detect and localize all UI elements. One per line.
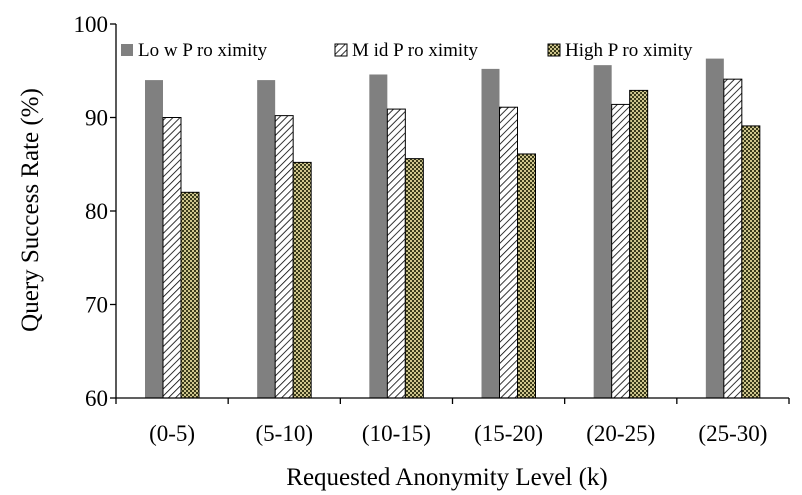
bar-low-4 [481,68,500,398]
bar-mid-3 [386,108,406,399]
bar-mid-6 [723,78,743,399]
bar-mid-5 [611,103,631,399]
y-tick-label: 100 [74,12,109,37]
y-axis-title: Query Success Rate (%) [17,88,44,332]
bars-layer [145,58,761,399]
bar-low-1 [145,80,163,398]
x-tick-label: (0-5) [149,421,195,446]
x-tick-label: (5-10) [256,421,313,446]
y-tick-label: 90 [85,106,108,131]
bar-low-5 [593,65,612,398]
x-tick-label: (20-25) [586,421,655,446]
y-tick-label: 80 [85,199,108,224]
x-tick-label: (25-30) [698,421,767,446]
bar-high-4 [517,153,536,399]
bar-mid-2 [274,115,294,399]
ticks-layer: 60 70 80 90 100 (0-5) (5-10) (10-15) (15-20) (20-… [74,12,790,446]
legend: Lo w P ro ximity M id P ro ximity High P r… [121,40,693,61]
bar-high-2 [292,161,312,399]
bar-low-3 [369,74,388,399]
legend-label-mid: M id P ro ximity [352,40,478,61]
legend-swatch-low [121,44,133,56]
bar-high-1 [180,191,200,399]
y-tick-label: 60 [85,386,108,411]
legend-swatch-high [547,43,561,57]
legend-label-high: High P ro ximity [565,40,693,61]
axes-layer [115,24,789,399]
x-tick-label: (10-15) [362,421,431,446]
legend-label-low: Lo w P ro ximity [138,40,268,61]
bar-mid-4 [499,106,518,399]
legend-swatch-mid [334,43,348,57]
y-tick-label: 70 [85,293,108,318]
bar-low-6 [705,58,724,398]
bar-mid-1 [162,117,182,399]
bar-high-3 [404,158,424,399]
bar-low-2 [257,80,276,398]
x-axis-title: Requested Anonymity Level (k) [286,464,607,491]
bar-high-6 [741,125,761,399]
x-tick-label: (15-20) [474,421,543,446]
bar-high-5 [629,89,649,399]
